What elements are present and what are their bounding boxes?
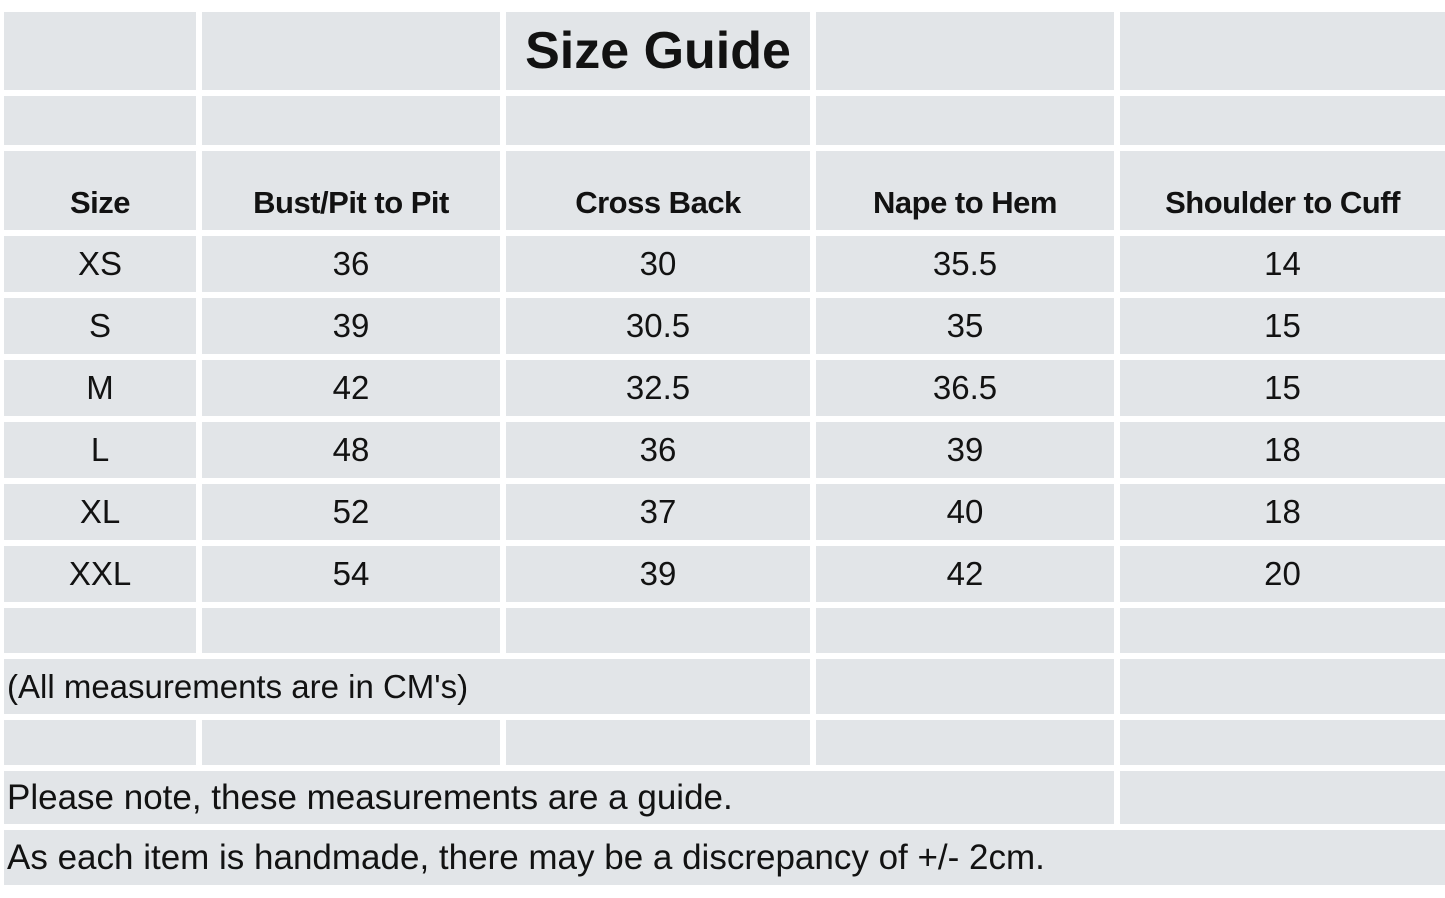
empty-cell — [816, 720, 1114, 765]
nape-to-hem-value: 35 — [816, 298, 1114, 354]
units-note: (All measurements are in CM's) — [4, 659, 810, 714]
size-label: XS — [4, 236, 196, 292]
column-header-cross-back: Cross Back — [506, 151, 810, 230]
empty-cell — [1120, 659, 1445, 714]
nape-to-hem-value: 40 — [816, 484, 1114, 540]
size-label: L — [4, 422, 196, 478]
empty-cell — [816, 608, 1114, 653]
column-header-size: Size — [4, 151, 196, 230]
empty-cell — [4, 12, 196, 90]
cross-back-value: 30.5 — [506, 298, 810, 354]
empty-cell — [202, 608, 500, 653]
bust-value: 52 — [202, 484, 500, 540]
empty-cell — [4, 96, 196, 145]
shoulder-to-cuff-value: 15 — [1120, 298, 1445, 354]
nape-to-hem-value: 36.5 — [816, 360, 1114, 416]
empty-cell — [202, 720, 500, 765]
empty-cell — [506, 608, 810, 653]
cross-back-value: 39 — [506, 546, 810, 602]
empty-cell — [1120, 608, 1445, 653]
size-guide-table: Size Guide Size Bust/Pit to Pit Cross Ba… — [4, 12, 1445, 885]
empty-cell — [816, 12, 1114, 90]
column-header-shoulder-to-cuff: Shoulder to Cuff — [1120, 151, 1445, 230]
empty-cell — [202, 12, 500, 90]
bust-value: 36 — [202, 236, 500, 292]
empty-cell — [1120, 720, 1445, 765]
empty-cell — [506, 96, 810, 145]
bust-value: 42 — [202, 360, 500, 416]
empty-cell — [202, 96, 500, 145]
column-header-nape-to-hem: Nape to Hem — [816, 151, 1114, 230]
bust-value: 39 — [202, 298, 500, 354]
shoulder-to-cuff-value: 18 — [1120, 422, 1445, 478]
empty-cell — [816, 659, 1114, 714]
empty-cell — [4, 720, 196, 765]
shoulder-to-cuff-value: 14 — [1120, 236, 1445, 292]
guide-note: Please note, these measurements are a gu… — [4, 771, 1114, 824]
empty-cell — [1120, 771, 1445, 824]
handmade-note: As each item is handmade, there may be a… — [4, 830, 1445, 885]
nape-to-hem-value: 39 — [816, 422, 1114, 478]
cross-back-value: 32.5 — [506, 360, 810, 416]
size-label: S — [4, 298, 196, 354]
size-label: M — [4, 360, 196, 416]
nape-to-hem-value: 42 — [816, 546, 1114, 602]
shoulder-to-cuff-value: 18 — [1120, 484, 1445, 540]
bust-value: 48 — [202, 422, 500, 478]
page-title: Size Guide — [506, 12, 810, 90]
empty-cell — [1120, 12, 1445, 90]
column-header-bust: Bust/Pit to Pit — [202, 151, 500, 230]
cross-back-value: 30 — [506, 236, 810, 292]
nape-to-hem-value: 35.5 — [816, 236, 1114, 292]
shoulder-to-cuff-value: 15 — [1120, 360, 1445, 416]
size-label: XXL — [4, 546, 196, 602]
cross-back-value: 37 — [506, 484, 810, 540]
shoulder-to-cuff-value: 20 — [1120, 546, 1445, 602]
empty-cell — [506, 720, 810, 765]
empty-cell — [816, 96, 1114, 145]
bust-value: 54 — [202, 546, 500, 602]
empty-cell — [1120, 96, 1445, 145]
size-label: XL — [4, 484, 196, 540]
empty-cell — [4, 608, 196, 653]
cross-back-value: 36 — [506, 422, 810, 478]
